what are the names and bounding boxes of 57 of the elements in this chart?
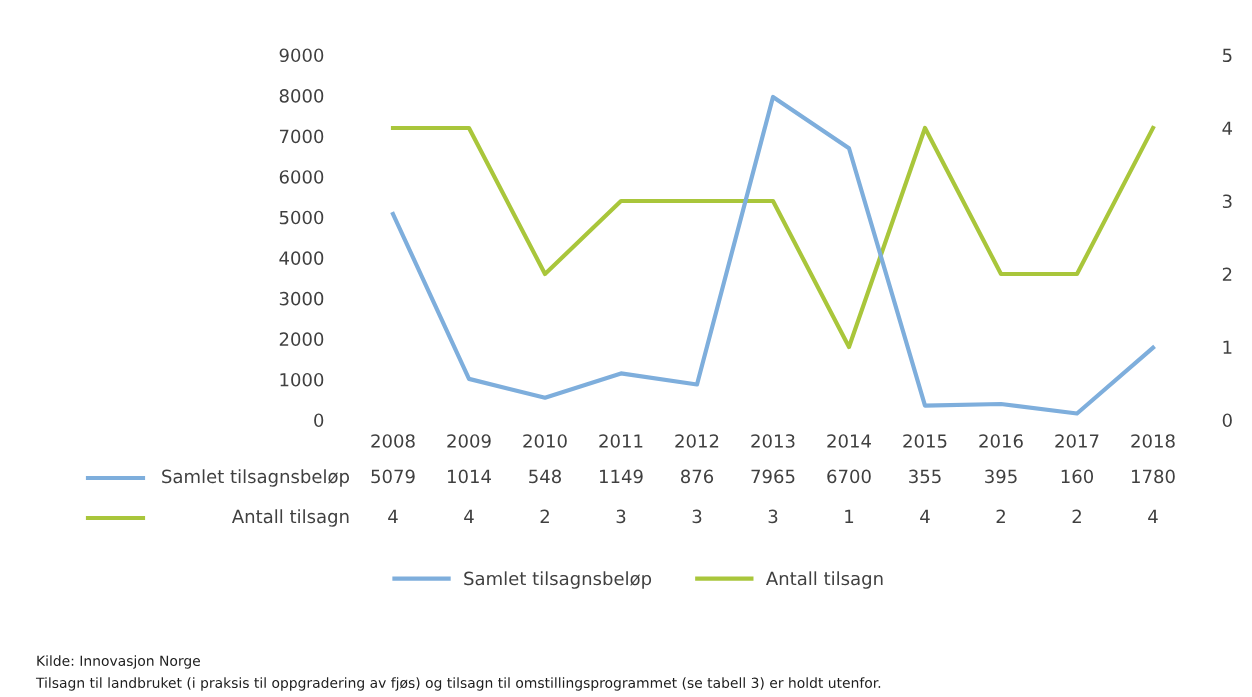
legend-label: Antall tilsagn [765, 571, 883, 589]
legend-label: Samlet tilsagnsbeløp [162, 469, 350, 487]
x-tick-label: 2016 [979, 434, 1023, 448]
x-tick-label: 2011 [599, 434, 643, 448]
x-tick-label: 2013 [751, 434, 795, 448]
y2-tick-label: 3 [1222, 194, 1232, 209]
data-label: 876 [680, 469, 714, 484]
data-label: 548 [529, 469, 561, 484]
data-label: 2 [996, 509, 1005, 523]
text: Antall tilsagn [231, 509, 349, 527]
line-series [390, 125, 1156, 350]
x-tick-label: 2008 [371, 434, 415, 448]
x-tick-label: 2018 [1131, 434, 1175, 448]
data-label: 4 [1148, 509, 1158, 523]
x-tick-label: 2015 [903, 434, 947, 448]
y-tick-label: 6000 [279, 170, 324, 184]
line-series [390, 94, 1156, 416]
data-label: 160 [1061, 469, 1094, 484]
y-tick-label: 0 [314, 413, 324, 428]
data-label: 5079 [371, 469, 415, 484]
data-label: 2 [540, 509, 549, 523]
data-label: 4 [464, 509, 474, 523]
y-tick-label: 9000 [279, 48, 324, 63]
data-label: 4 [920, 509, 930, 523]
y2-tick-label: 5 [1222, 48, 1232, 63]
x-tick-label: 2014 [827, 434, 871, 448]
y-tick-label: 4000 [279, 251, 324, 265]
y2-tick-label: 0 [1222, 413, 1232, 428]
y-tick-label: 8000 [279, 89, 324, 103]
data-label: 6700 [827, 469, 871, 484]
data-label: 1780 [1132, 469, 1175, 484]
y-tick-label: 3000 [279, 291, 324, 306]
x-tick-label: 2009 [447, 434, 491, 448]
y-tick-label: 2000 [279, 332, 324, 347]
data-label: 1 [845, 509, 854, 523]
text: Samlet tilsagnsbeløp [464, 571, 652, 589]
data-label: 3 [692, 509, 702, 524]
y2-tick-label: 1 [1223, 340, 1232, 354]
text: Tilsagn til landbruket (i praksis til oppgradering av fjøs) og tilsagn til omstillingsprogrammet (se tabell 3) er holdt utenfor. [35, 677, 881, 691]
data-label: 395 [985, 469, 1017, 484]
data-label: 3 [616, 509, 626, 524]
x-tick-label: 2010 [523, 434, 567, 448]
data-label: 1149 [600, 469, 643, 484]
x-tick-label: 2017 [1055, 434, 1099, 448]
text: Kilde: Innovasjon Norge [37, 655, 200, 669]
y2-tick-label: 2 [1222, 267, 1232, 281]
y2-tick-label: 4 [1222, 121, 1233, 135]
x-tick-label: 2012 [675, 434, 719, 448]
y-tick-label: 1000 [280, 372, 324, 387]
data-label: 355 [909, 469, 941, 484]
data-label: 1014 [448, 469, 491, 484]
data-label: 7965 [751, 469, 795, 484]
data-label: 2 [1072, 509, 1081, 523]
y-tick-label: 5000 [279, 210, 324, 225]
data-label: 4 [388, 509, 398, 523]
y-tick-label: 7000 [279, 129, 324, 144]
data-label: 3 [768, 509, 778, 524]
